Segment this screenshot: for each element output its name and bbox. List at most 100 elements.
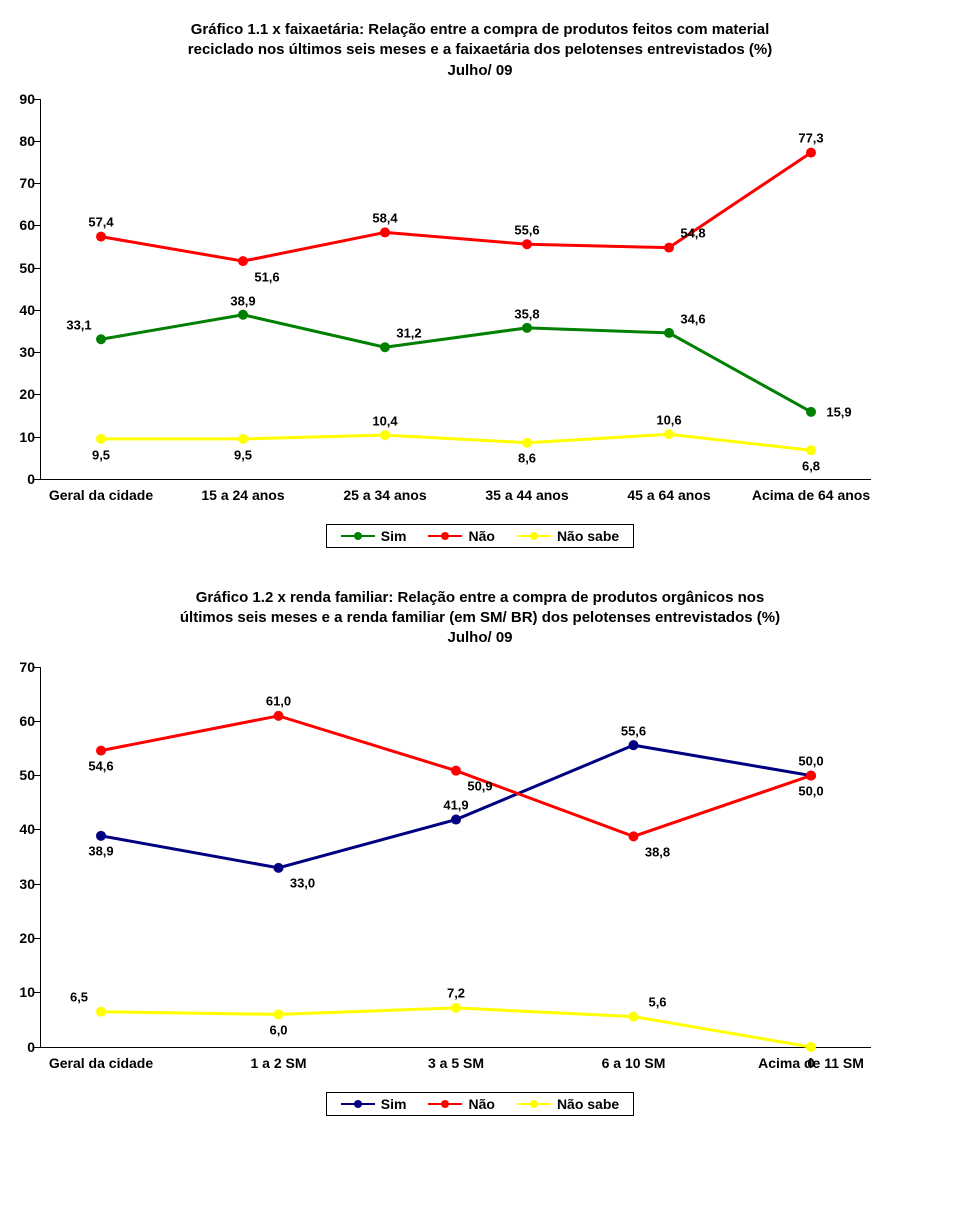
chart1-ytick-label: 50	[19, 260, 41, 276]
chart2-point	[96, 830, 106, 840]
chart1-xcat-label: 25 a 34 anos	[343, 487, 426, 503]
chart1-point	[238, 310, 248, 320]
chart1-legend-box: SimNãoNão sabe	[326, 524, 634, 548]
chart1-title-line: Julho/ 09	[90, 61, 870, 81]
chart1-point-label: 58,4	[372, 211, 397, 226]
chart1-point-label: 9,5	[92, 447, 110, 462]
chart1-legend-label: Não	[468, 528, 494, 544]
chart2-point-label: 6,0	[269, 1022, 287, 1037]
chart2-legend-swatch	[428, 1098, 462, 1110]
chart1-point-label: 9,5	[234, 447, 252, 462]
chart1-point-label: 35,8	[514, 306, 539, 321]
chart1-point-label: 6,8	[802, 459, 820, 474]
chart1-line-sim	[101, 315, 811, 412]
chart1-point	[522, 437, 532, 447]
chart1-plot: 0102030405060708090Geral da cidade15 a 2…	[40, 99, 871, 480]
chart2-point	[96, 745, 106, 755]
chart1-legend-item: Sim	[341, 528, 407, 544]
chart2-xcat-label: 1 a 2 SM	[250, 1055, 306, 1071]
chart1-point	[806, 147, 816, 157]
chart2-point	[629, 1011, 639, 1021]
chart2-line-não-sabe	[101, 1007, 811, 1046]
chart2-point	[274, 862, 284, 872]
chart2-point	[96, 1006, 106, 1016]
chart1-point	[664, 328, 674, 338]
chart1-legend-label: Sim	[381, 528, 407, 544]
chart2-point	[451, 765, 461, 775]
chart1-point	[238, 434, 248, 444]
chart2-legend-label: Não sabe	[557, 1096, 619, 1112]
chart2-xcat-label: 3 a 5 SM	[428, 1055, 484, 1071]
chart1-point	[380, 342, 390, 352]
chart2-ytick-label: 50	[19, 767, 41, 783]
chart2-point-label: 7,2	[447, 986, 465, 1001]
chart1-legend: SimNãoNão sabe	[40, 524, 920, 548]
chart1-point	[96, 231, 106, 241]
chart2-point	[451, 1002, 461, 1012]
chart2-ytick-label: 70	[19, 659, 41, 675]
chart1-point-label: 10,6	[656, 412, 681, 427]
chart1-point	[664, 242, 674, 252]
chart2-point-label: 50,0	[798, 754, 823, 769]
chart2-title-line: últimos seis meses e a renda familiar (e…	[90, 608, 870, 628]
chart2-point	[806, 770, 816, 780]
chart1-line-não-sabe	[101, 434, 811, 450]
chart2-plot: 010203040506070Geral da cidade1 a 2 SM3 …	[40, 667, 871, 1048]
chart1-line-não	[101, 152, 811, 261]
chart1-point-label: 51,6	[254, 269, 279, 284]
chart1-xcat-label: 45 a 64 anos	[627, 487, 710, 503]
chart1-xcat-label: Acima de 64 anos	[752, 487, 870, 503]
chart2-legend-box: SimNãoNão sabe	[326, 1092, 634, 1116]
chart1-point	[96, 334, 106, 344]
chart1-point	[806, 445, 816, 455]
chart2-title-line: Gráfico 1.2 x renda familiar: Relação en…	[90, 588, 870, 608]
chart1-point	[522, 239, 532, 249]
chart2-title-line: Julho/ 09	[90, 628, 870, 648]
chart1-point-label: 15,9	[826, 404, 851, 419]
chart1-legend-swatch	[517, 530, 551, 542]
chart2-ytick-label: 30	[19, 876, 41, 892]
chart2-point	[629, 831, 639, 841]
chart1-ytick-label: 40	[19, 302, 41, 318]
chart1-title: Gráfico 1.1 x faixaetária: Relação entre…	[90, 20, 870, 81]
chart2-xcat-label: Geral da cidade	[49, 1055, 153, 1071]
chart1-point	[380, 430, 390, 440]
chart2-point-label: 33,0	[290, 876, 315, 891]
chart1-point-label: 33,1	[66, 317, 91, 332]
chart1-point	[806, 407, 816, 417]
chart2-ytick-label: 20	[19, 930, 41, 946]
chart2-title: Gráfico 1.2 x renda familiar: Relação en…	[90, 588, 870, 649]
chart1-legend-item: Não	[428, 528, 494, 544]
chart2: Gráfico 1.2 x renda familiar: Relação en…	[40, 588, 920, 1116]
chart2-legend-swatch	[517, 1098, 551, 1110]
chart2-xcat-label: 6 a 10 SM	[602, 1055, 666, 1071]
chart2-legend-item: Não sabe	[517, 1096, 619, 1112]
chart2-point-label: 6,5	[70, 990, 88, 1005]
chart2-point-label: 5,6	[648, 995, 666, 1010]
chart1-point-label: 10,4	[372, 413, 397, 428]
chart1-point-label: 55,6	[514, 222, 539, 237]
chart1-ytick-label: 80	[19, 133, 41, 149]
chart1-point-label: 54,8	[680, 226, 705, 241]
chart1-point	[664, 429, 674, 439]
chart1-xcat-label: Geral da cidade	[49, 487, 153, 503]
chart2-point-label: 50,0	[798, 784, 823, 799]
chart2-point-label: 55,6	[621, 723, 646, 738]
chart2-ytick-label: 40	[19, 821, 41, 837]
chart1-point	[380, 227, 390, 237]
chart1-ytick-label: 20	[19, 386, 41, 402]
chart1-point	[522, 323, 532, 333]
chart2-point	[629, 740, 639, 750]
chart2-point-label: 54,6	[88, 759, 113, 774]
chart1-ytick-label: 70	[19, 175, 41, 191]
chart2-point	[274, 710, 284, 720]
chart1-svg	[41, 99, 871, 479]
chart1-ytick-label: 0	[27, 471, 41, 487]
chart2-point-label: 0	[807, 1055, 814, 1070]
chart2-ytick-label: 10	[19, 984, 41, 1000]
chart1-xcat-label: 15 a 24 anos	[201, 487, 284, 503]
chart1-ytick-label: 90	[19, 91, 41, 107]
chart2-legend-label: Não	[468, 1096, 494, 1112]
chart1-point	[238, 256, 248, 266]
chart1-ytick-label: 10	[19, 429, 41, 445]
